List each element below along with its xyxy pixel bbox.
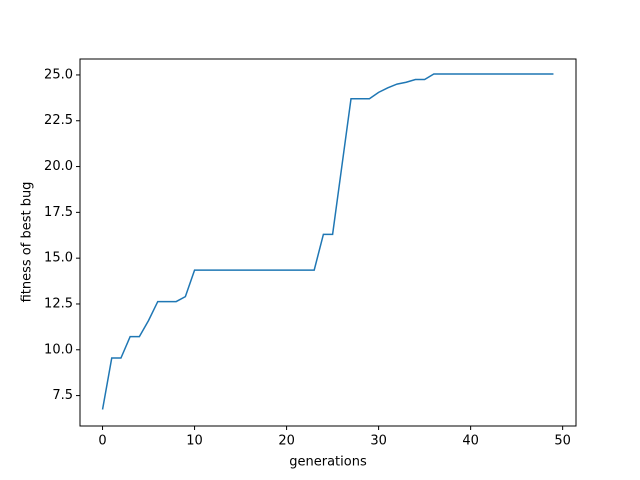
y-tick-label: 15.0 <box>44 251 73 266</box>
x-tick-label: 40 <box>462 434 479 449</box>
y-tick-label: 22.5 <box>44 113 73 128</box>
x-tick-label: 0 <box>98 434 106 449</box>
y-tick-label: 7.5 <box>52 388 73 403</box>
y-tick-label: 25.0 <box>44 67 73 82</box>
y-tick-label: 20.0 <box>44 159 73 174</box>
y-axis-label: fitness of best bug <box>20 182 35 303</box>
x-tick-label: 50 <box>554 434 571 449</box>
y-tick-label: 12.5 <box>44 296 73 311</box>
x-tick-label: 20 <box>278 434 295 449</box>
x-tick-label: 30 <box>370 434 387 449</box>
x-tick-label: 10 <box>186 434 203 449</box>
plot-frame <box>79 58 577 427</box>
data-line <box>101 73 554 410</box>
x-axis-label: generations <box>289 455 367 470</box>
y-tick-label: 17.5 <box>44 205 73 220</box>
y-tick-label: 10.0 <box>44 342 73 357</box>
